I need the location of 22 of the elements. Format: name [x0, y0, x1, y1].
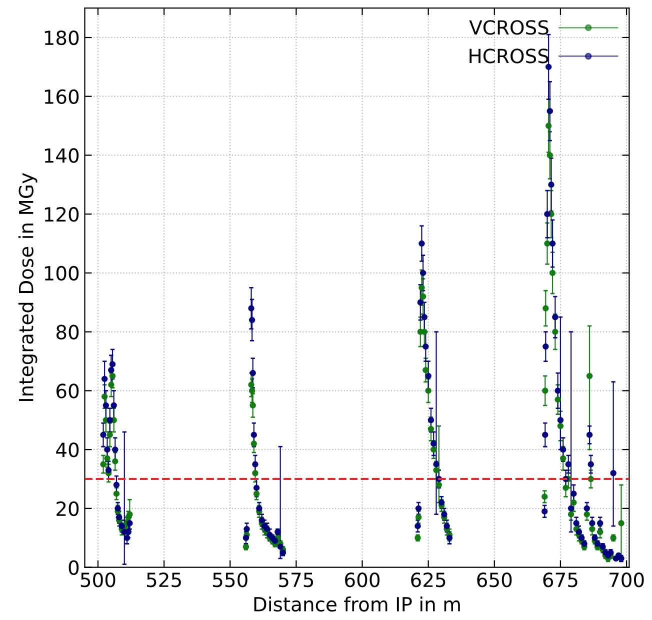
- x-tick-label: 600: [345, 572, 380, 588]
- x-tick-label: 650: [477, 572, 512, 588]
- y-tick-label: 0: [68, 560, 79, 575]
- x-tick-label: 500: [80, 572, 116, 588]
- x-tick-label: 550: [213, 572, 248, 588]
- x-tick-label: 675: [543, 572, 578, 588]
- y-tick-label: 40: [56, 442, 79, 458]
- x-tick-label: 700: [610, 572, 644, 588]
- y-tick-label: 120: [44, 207, 79, 222]
- y-tick-label: 100: [44, 266, 79, 281]
- y-tick-label: 60: [56, 384, 79, 398]
- x-axis-title: Distance from IP in m: [254, 596, 460, 612]
- y-tick-label: 140: [44, 148, 79, 163]
- y-tick-label: 180: [44, 30, 79, 46]
- y-tick-label: 20: [56, 501, 79, 516]
- y-axis-title: Integrated Dose in MGy: [18, 173, 38, 401]
- y-tick-label: 160: [44, 89, 79, 104]
- y-tick-label: 80: [56, 324, 79, 340]
- x-tick-label: 625: [411, 572, 446, 588]
- x-tick-label: 575: [279, 572, 314, 588]
- x-tick-label: 525: [146, 572, 181, 588]
- legend-label: VCROSS: [469, 20, 548, 35]
